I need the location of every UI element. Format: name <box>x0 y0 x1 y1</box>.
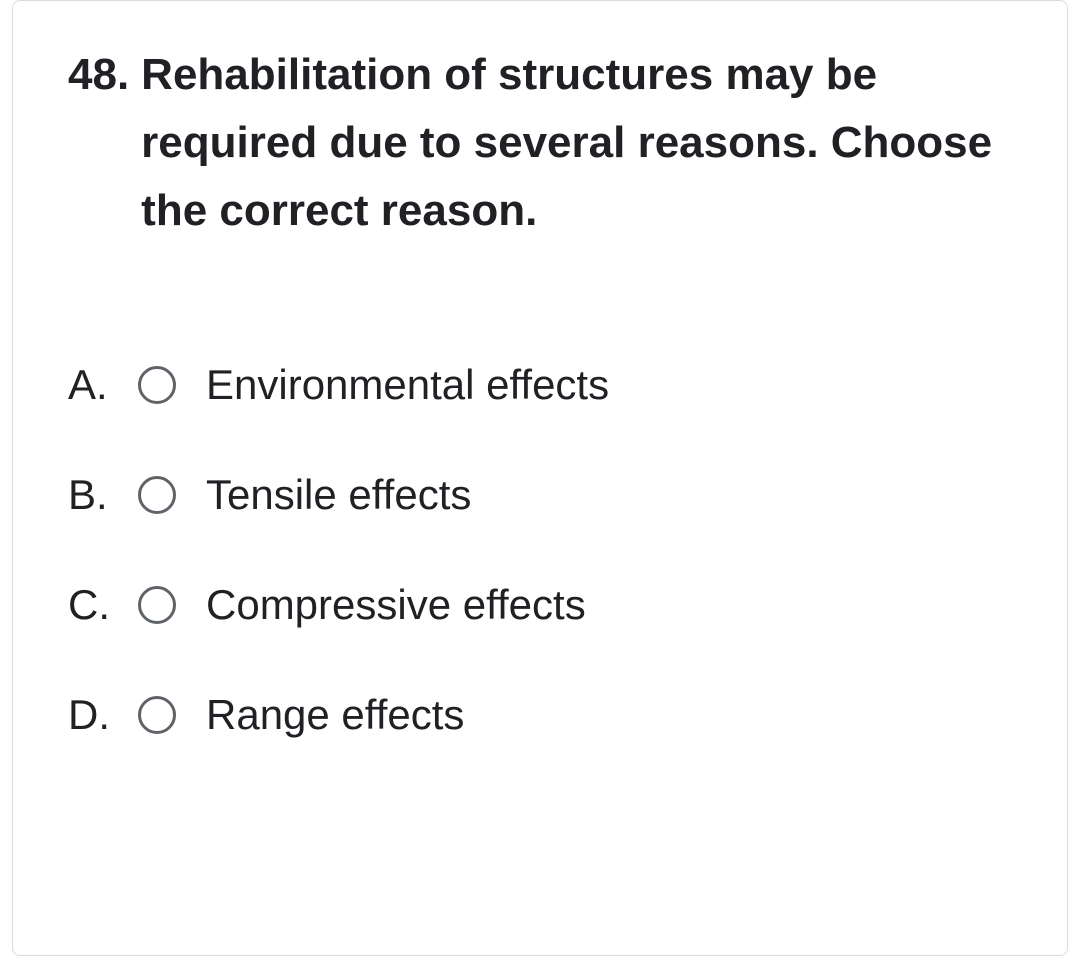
option-c: C. Compressive effects <box>68 581 1012 629</box>
question-text: Rehabilitation of structures may be requ… <box>141 41 1012 246</box>
option-letter: D. <box>68 691 138 739</box>
option-letter: C. <box>68 581 138 629</box>
question-number: 48. <box>68 41 129 109</box>
option-text: Environmental effects <box>206 361 609 409</box>
radio-button-d[interactable] <box>138 696 176 734</box>
option-a: A. Environmental effects <box>68 361 1012 409</box>
radio-button-a[interactable] <box>138 366 176 404</box>
option-letter: A. <box>68 361 138 409</box>
radio-button-b[interactable] <box>138 476 176 514</box>
question-row: 48. Rehabilitation of structures may be … <box>68 41 1012 246</box>
option-text: Tensile effects <box>206 471 471 519</box>
question-card: 48. Rehabilitation of structures may be … <box>12 0 1068 956</box>
option-d: D. Range effects <box>68 691 1012 739</box>
option-text: Range effects <box>206 691 464 739</box>
options-list: A. Environmental effects B. Tensile effe… <box>68 361 1012 739</box>
option-text: Compressive effects <box>206 581 586 629</box>
radio-button-c[interactable] <box>138 586 176 624</box>
option-letter: B. <box>68 471 138 519</box>
option-b: B. Tensile effects <box>68 471 1012 519</box>
